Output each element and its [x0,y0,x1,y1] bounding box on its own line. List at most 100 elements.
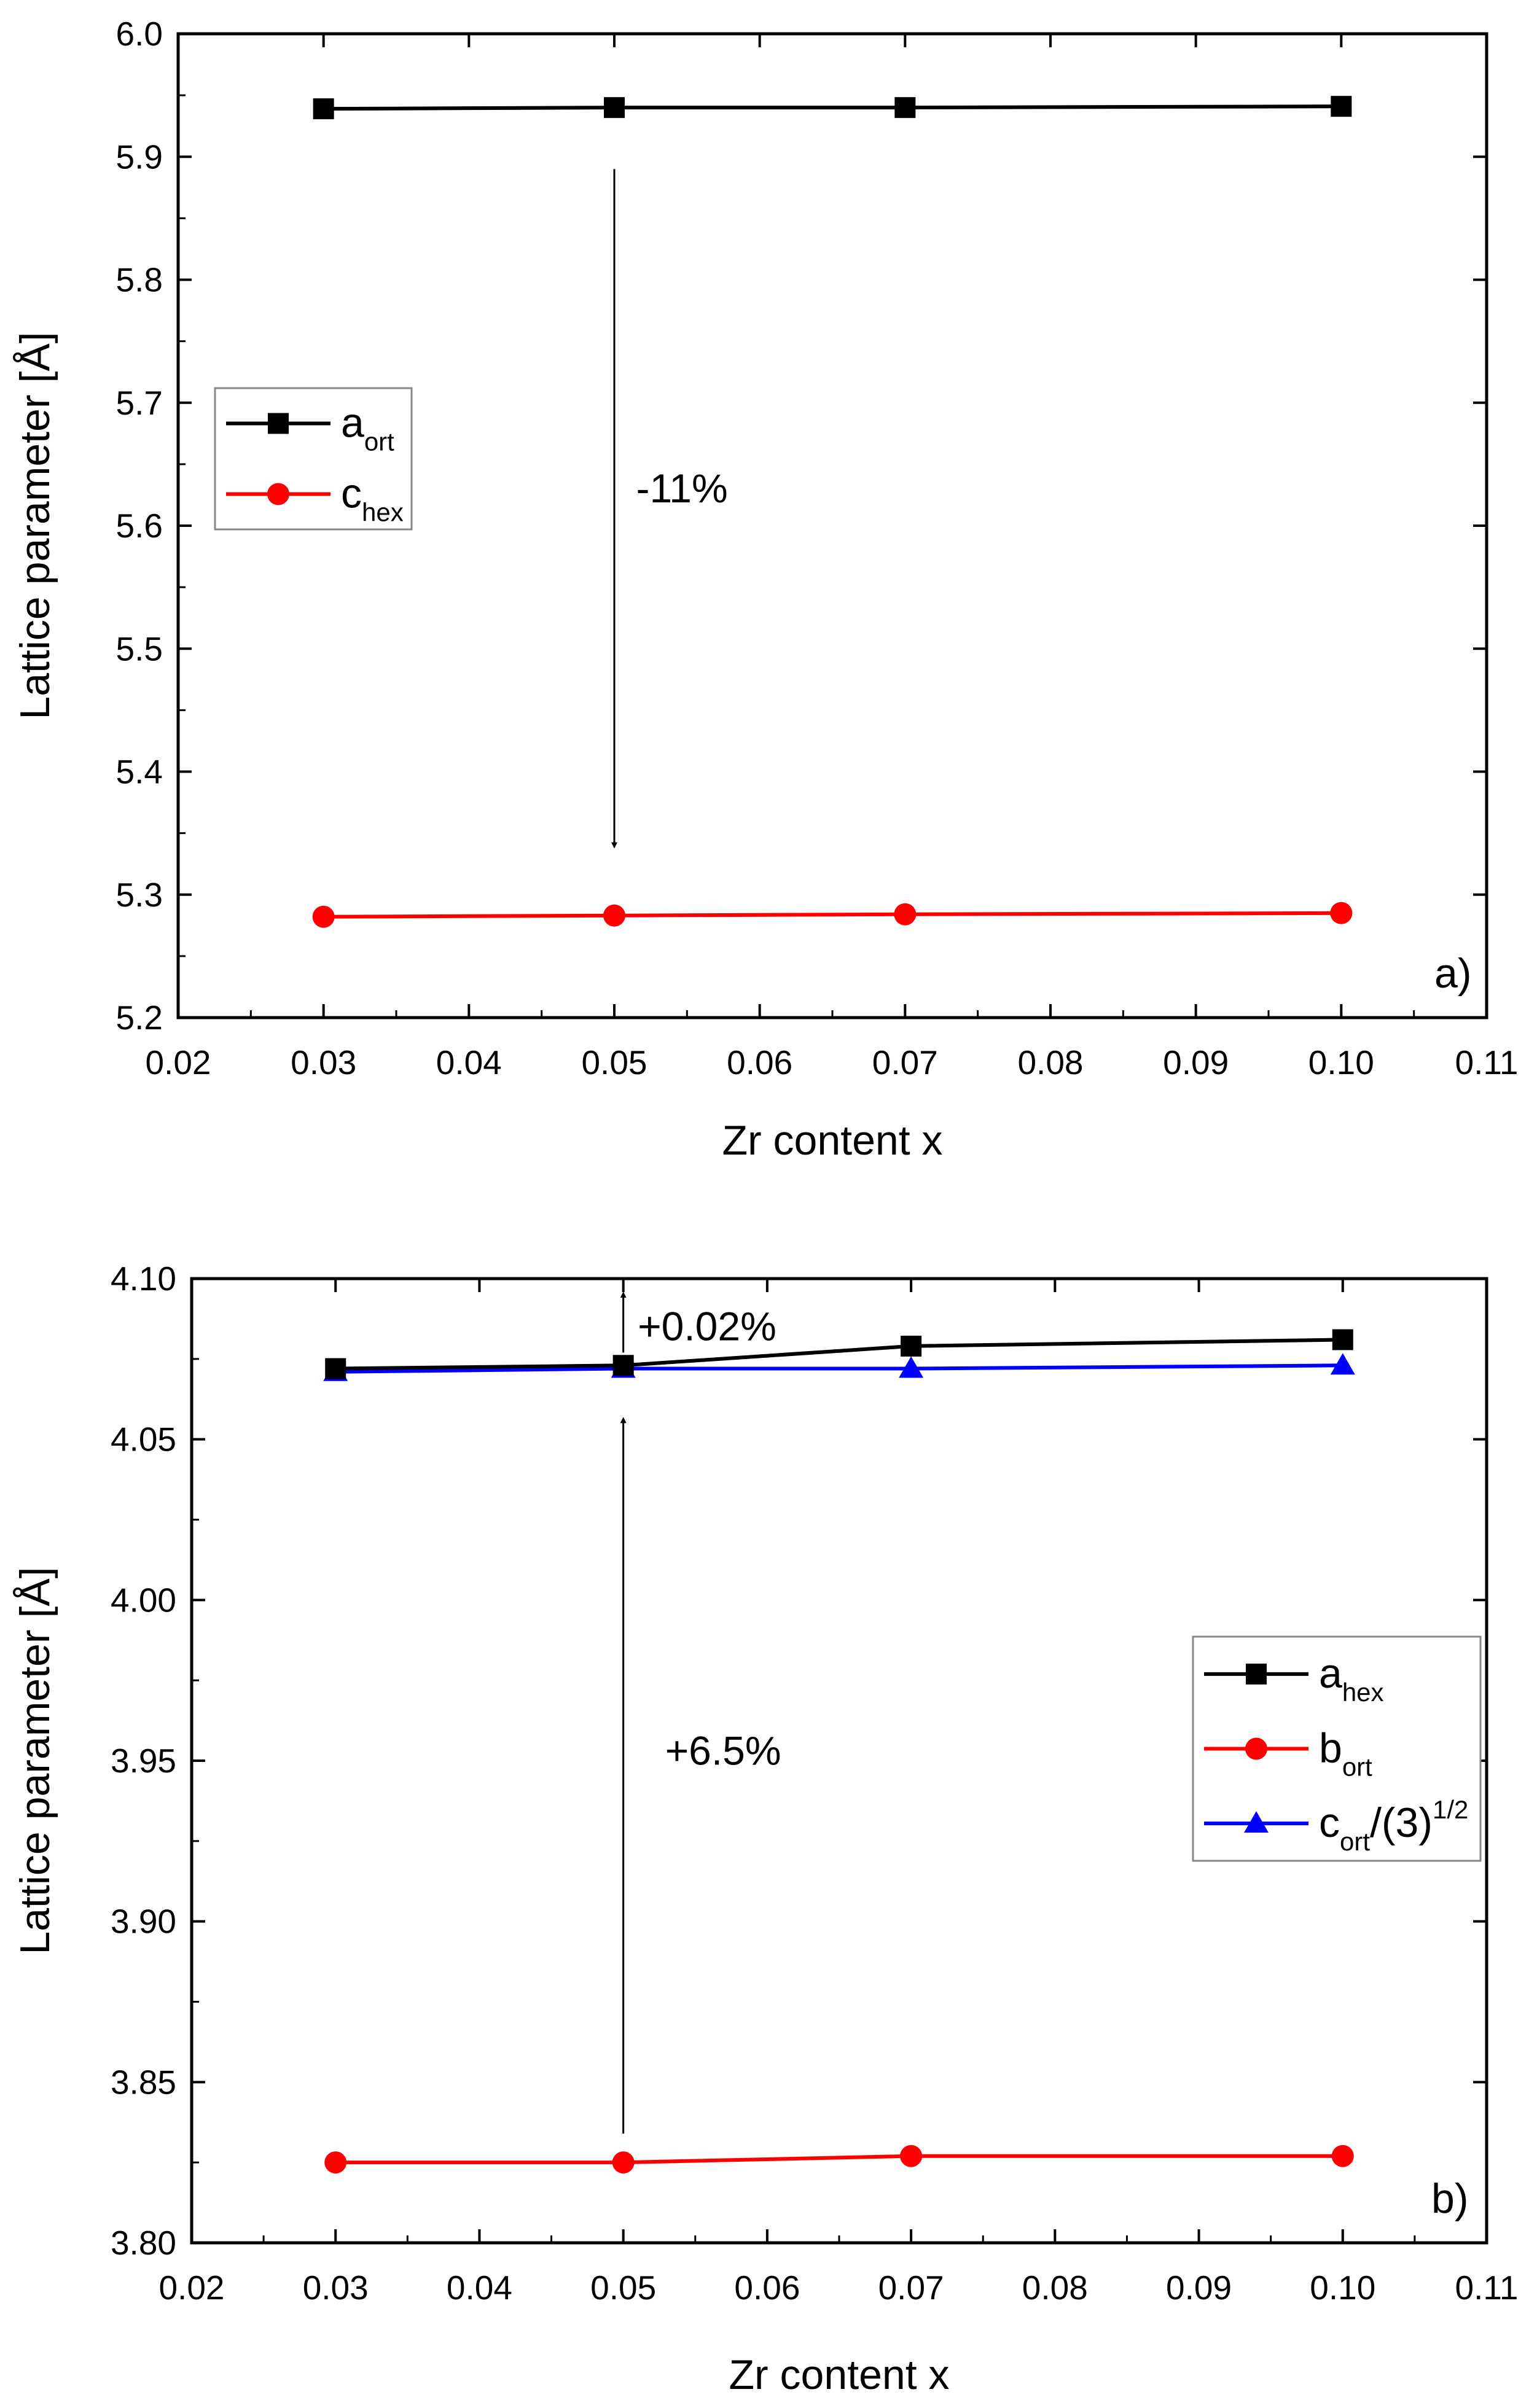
data-point [325,1358,346,1379]
x-tick-label: 0.03 [303,2269,369,2307]
chart-panel-b: 0.02 0.03 0.04 0.05 0.06 0.07 0.08 0.09 0.10 0.11… [12,1260,1518,2398]
data-point [900,2145,923,2167]
y-tick-label: 5.3 [116,876,163,914]
legend-name: a [1319,1650,1342,1697]
series-a-hex [325,1329,1353,1379]
legend-label: cort/(3)1/2 [1319,1795,1468,1856]
y-tick-label: 5.4 [116,753,163,791]
y-tick-label: 5.5 [116,629,163,668]
legend-item-c-ort: cort/(3)1/2 [1204,1795,1468,1856]
legend-name: c [341,470,362,517]
legend-item-b-ort: bort [1204,1725,1372,1782]
panel-label: a) [1434,950,1471,997]
legend-marker [1245,1737,1267,1760]
x-tick-label: 0.02 [158,2269,224,2307]
annotation: +6.5% [620,1417,781,2134]
y-axis-title: Lattice parameter [Å] [12,1567,58,1954]
data-point [612,2151,635,2174]
y-tick-label: 3.90 [111,1903,176,1941]
x-tick-label: 0.11 [1455,2269,1519,2307]
data-point [324,2151,347,2174]
legend-subscript: ort [1340,1827,1370,1856]
x-tick-label: 0.10 [1310,2269,1375,2307]
data-point [1330,902,1353,924]
annotation-text: +0.02% [638,1304,776,1349]
legend-marker [268,413,289,434]
x-tick-label: 0.05 [590,2269,656,2307]
legend-item-a-ort: aort [226,400,394,456]
x-tick-label: 0.07 [878,2269,944,2307]
annotation: -11% [611,169,728,849]
legend-subscript: ort [364,427,394,456]
y-tick-label: 6.0 [116,15,163,53]
y-tick-label: 3.95 [111,1742,176,1780]
data-point [312,905,335,928]
legend-marker [267,483,289,505]
data-point [604,97,625,119]
legend-label: bort [1319,1725,1372,1782]
y-tick-label: 5.8 [116,261,163,299]
x-tick-label: 0.06 [734,2269,800,2307]
data-point [603,904,625,927]
y-tick-label: 5.6 [116,507,163,545]
panel-label: b) [1431,2175,1468,2222]
y-tick-label: 4.10 [111,1260,176,1298]
x-tick-label: 0.03 [291,1043,356,1081]
y-tick-label: 4.00 [111,1581,176,1619]
data-point [612,1355,634,1376]
data-point [1331,96,1352,117]
x-tick-label: 0.09 [1166,2269,1232,2307]
legend-label: chex [341,470,404,527]
y-tick-label: 4.05 [111,1420,176,1459]
series-b-ort [324,2145,1354,2174]
legend-name: a [341,400,364,446]
x-tick-label: 0.07 [872,1043,938,1081]
y-tick-label: 5.9 [116,138,163,176]
legend-label: aort [341,400,394,456]
data-point [901,1335,922,1357]
legend-label: ahex [1319,1650,1384,1707]
y-tick-label: 5.7 [116,384,163,422]
x-axis-title: Zr content x [729,2352,949,2398]
series-line [335,2154,1343,2165]
y-tick-label: 3.85 [111,2063,176,2101]
legend-subscript: ort [1342,1753,1372,1782]
x-tick-label: 0.09 [1163,1043,1229,1081]
series-line [335,1363,1343,1374]
series-line [335,1338,1343,1371]
x-tick-label: 0.06 [727,1043,792,1081]
x-tick-label: 0.04 [436,1043,502,1081]
legend-marker [1246,1663,1267,1685]
legend-superscript: 1/2 [1433,1795,1468,1824]
x-tick-label: 0.05 [581,1043,647,1081]
data-point [313,98,334,120]
legend-tail: /(3) [1370,1799,1433,1846]
y-axis-title: Lattice parameter [Å] [12,332,58,719]
y-tick-label: 5.2 [116,999,163,1037]
data-point [1331,2145,1354,2167]
legend-item-a-hex: ahex [1204,1650,1384,1707]
x-axis-title: Zr content x [722,1117,942,1164]
series-c-hex [312,902,1353,928]
data-point [899,1356,924,1378]
series-line [323,911,1342,919]
annotation-text: -11% [636,466,728,511]
legend-item-c-hex: chex [226,470,404,527]
series-line [323,104,1342,111]
data-point [894,97,916,119]
data-point [1332,1329,1353,1350]
legend-box [214,387,413,531]
data-point [1330,1353,1355,1375]
x-tick-label: 0.11 [1455,1043,1519,1081]
x-tick-label: 0.08 [1017,1043,1083,1081]
series-a-ort [313,96,1352,120]
data-point [894,903,917,925]
y-tick-label: 3.80 [111,2224,176,2262]
legend-name: b [1319,1725,1342,1772]
annotation-text: +6.5% [665,1728,781,1773]
legend-subscript: hex [362,498,404,527]
x-tick-label: 0.08 [1022,2269,1088,2307]
